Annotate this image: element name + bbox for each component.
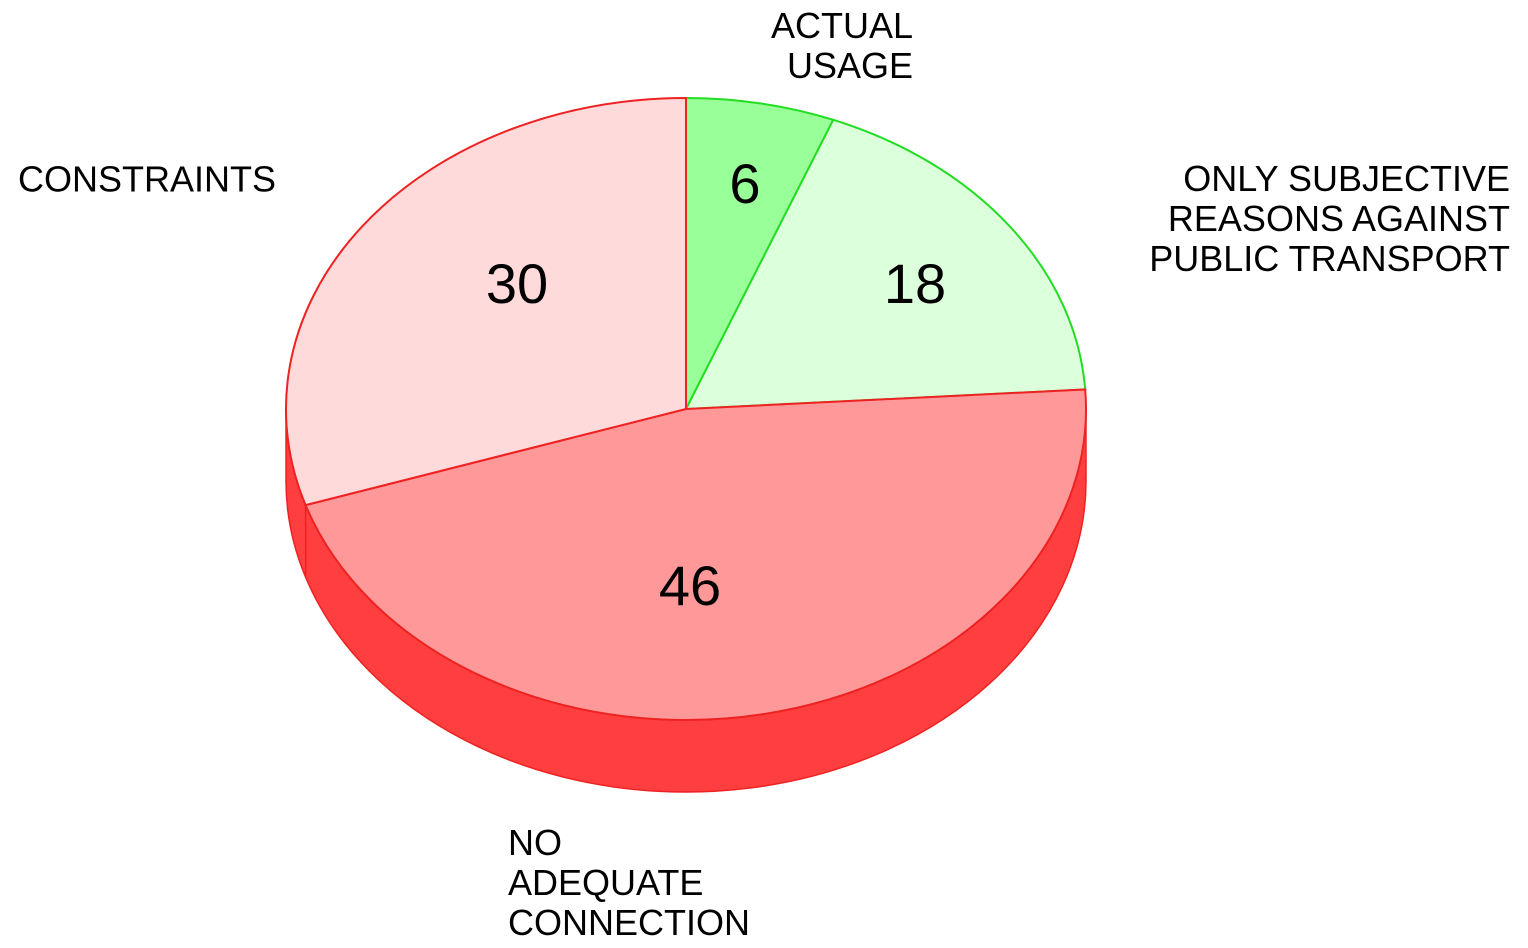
category-label: NO ADEQUATE CONNECTION — [508, 822, 750, 943]
value-label: 18 — [884, 252, 946, 315]
category-label: ACTUAL USAGE — [771, 5, 913, 86]
slice — [285, 96, 687, 507]
value-label: 46 — [659, 554, 721, 617]
slice — [684, 118, 1087, 411]
value-label: 30 — [486, 252, 548, 315]
slice — [685, 96, 835, 410]
category-label: ONLY SUBJECTIVE REASONS AGAINST PUBLIC TRA… — [1149, 158, 1510, 279]
category-label: CONSTRAINTS — [18, 159, 276, 200]
slice — [304, 388, 1087, 721]
value-label: 6 — [729, 152, 760, 215]
